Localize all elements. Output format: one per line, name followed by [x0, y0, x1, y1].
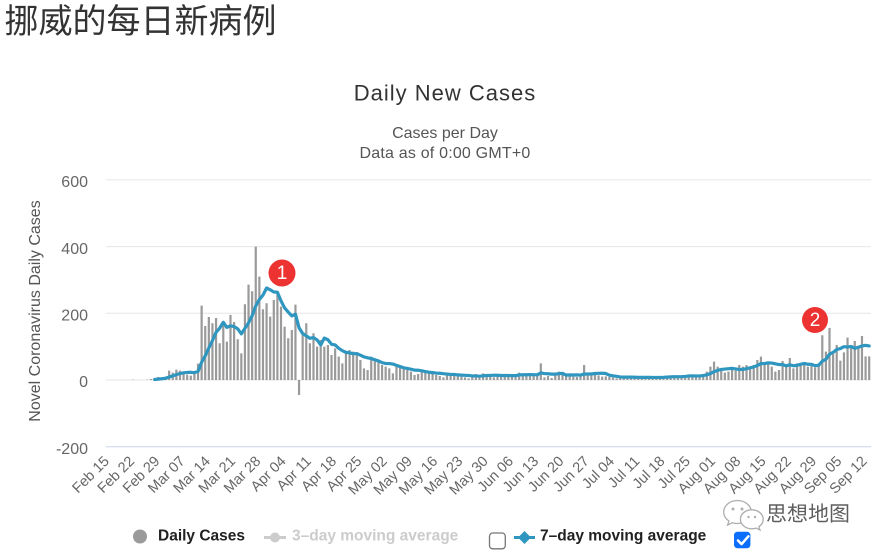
svg-text:Daily Cases: Daily Cases [158, 528, 245, 545]
svg-text:1: 1 [277, 263, 288, 284]
svg-text:0: 0 [79, 374, 88, 391]
svg-text:-200: -200 [56, 441, 88, 458]
svg-text:200: 200 [61, 308, 88, 325]
svg-text:Daily New Cases: Daily New Cases [354, 81, 537, 106]
svg-text:Data as of 0:00 GMT+0: Data as of 0:00 GMT+0 [360, 145, 531, 162]
svg-text:3–day moving average: 3–day moving average [292, 528, 459, 545]
svg-text:600: 600 [61, 174, 88, 191]
svg-text:7–day moving average: 7–day moving average [540, 528, 707, 545]
svg-text:400: 400 [61, 241, 88, 258]
svg-text:2: 2 [810, 310, 821, 331]
svg-text:Novel Coronavirus Daily Cases: Novel Coronavirus Daily Cases [27, 200, 44, 421]
svg-text:Cases per Day: Cases per Day [392, 125, 498, 142]
